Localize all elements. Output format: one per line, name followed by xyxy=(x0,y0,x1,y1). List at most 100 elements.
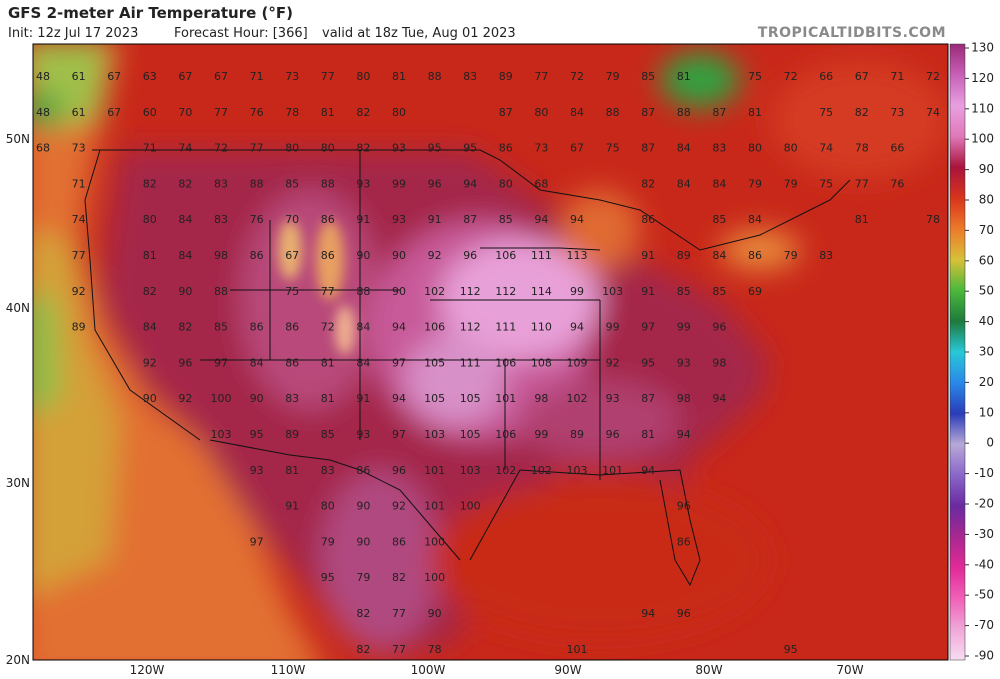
temperature-value: 105 xyxy=(424,392,445,405)
temperature-value: 73 xyxy=(72,142,86,155)
temperature-value: 100 xyxy=(460,500,481,513)
temperature-value: 80 xyxy=(321,500,335,513)
temperature-value: 94 xyxy=(392,321,406,334)
colorbar-label: 90 xyxy=(979,162,994,176)
temperature-value: 63 xyxy=(143,70,157,83)
temperature-value: 105 xyxy=(460,392,481,405)
temperature-value: 90 xyxy=(356,535,370,548)
temperature-value: 86 xyxy=(641,213,655,226)
temperature-value: 99 xyxy=(392,177,406,190)
temperature-value: 81 xyxy=(143,249,157,262)
forecast-hour: Forecast Hour: [366] xyxy=(174,26,308,41)
temperature-value: 85 xyxy=(712,285,726,298)
temperature-value: 81 xyxy=(321,356,335,369)
temperature-value: 91 xyxy=(356,213,370,226)
temperature-value: 97 xyxy=(214,356,228,369)
temperature-value: 60 xyxy=(143,106,157,119)
temperature-value: 86 xyxy=(392,535,406,548)
temperature-value: 78 xyxy=(428,643,442,656)
longitude-label: 80W xyxy=(695,663,722,677)
temperature-value: 92 xyxy=(428,249,442,262)
temperature-value: 84 xyxy=(356,356,370,369)
temperature-value: 88 xyxy=(250,177,264,190)
temperature-value: 72 xyxy=(784,70,798,83)
temperature-value: 82 xyxy=(356,106,370,119)
temperature-value: 89 xyxy=(570,428,584,441)
temperature-value: 80 xyxy=(392,106,406,119)
temperature-value: 87 xyxy=(463,213,477,226)
temperature-value: 96 xyxy=(392,464,406,477)
temperature-value: 91 xyxy=(285,500,299,513)
temperature-value: 80 xyxy=(356,70,370,83)
temperature-value: 106 xyxy=(495,356,516,369)
temperature-value: 100 xyxy=(424,535,445,548)
temperature-value: 88 xyxy=(214,285,228,298)
temperature-value: 85 xyxy=(285,177,299,190)
colorbar-label: 130 xyxy=(971,41,994,55)
temperature-value: 76 xyxy=(250,106,264,119)
temperature-value: 81 xyxy=(855,213,869,226)
temperature-value: 85 xyxy=(641,70,655,83)
temperature-value: 112 xyxy=(460,321,481,334)
colorbar-label: -20 xyxy=(974,497,994,511)
temperature-value: 87 xyxy=(641,106,655,119)
temperature-value: 82 xyxy=(392,571,406,584)
temperature-value: 77 xyxy=(392,643,406,656)
temperature-value: 101 xyxy=(424,464,445,477)
temperature-value: 102 xyxy=(567,392,588,405)
temperature-value: 92 xyxy=(606,356,620,369)
temperature-value: 81 xyxy=(392,70,406,83)
temperature-value: 82 xyxy=(178,177,192,190)
temperature-value: 105 xyxy=(460,428,481,441)
temperature-value: 93 xyxy=(250,464,264,477)
temperature-value: 111 xyxy=(460,356,481,369)
temperature-value: 76 xyxy=(250,213,264,226)
temperature-value: 94 xyxy=(641,464,655,477)
temperature-value: 91 xyxy=(641,249,655,262)
temperature-value: 87 xyxy=(641,392,655,405)
temperature-value: 95 xyxy=(784,643,798,656)
temperature-value: 74 xyxy=(178,142,192,155)
map-frame xyxy=(32,43,949,661)
temperature-value: 91 xyxy=(428,213,442,226)
temperature-value: 106 xyxy=(424,321,445,334)
temperature-value: 84 xyxy=(712,177,726,190)
colorbar-label: 80 xyxy=(979,193,994,207)
temperature-value: 109 xyxy=(567,356,588,369)
temperature-value: 110 xyxy=(531,321,552,334)
temperature-value: 80 xyxy=(143,213,157,226)
temperature-value: 84 xyxy=(677,177,691,190)
temperature-value: 83 xyxy=(463,70,477,83)
temperature-value: 80 xyxy=(534,106,548,119)
latitude-label: 30N xyxy=(6,476,30,490)
temperature-value: 96 xyxy=(463,249,477,262)
temperature-value: 89 xyxy=(285,428,299,441)
colorbar-label: -40 xyxy=(974,557,994,571)
temperature-value: 106 xyxy=(495,249,516,262)
temperature-value: 72 xyxy=(570,70,584,83)
temperature-value: 77 xyxy=(855,177,869,190)
temperature-value: 99 xyxy=(606,321,620,334)
temperature-value: 91 xyxy=(356,392,370,405)
temperature-value: 76 xyxy=(890,177,904,190)
temperature-value: 99 xyxy=(570,285,584,298)
colorbar-label: -10 xyxy=(974,466,994,480)
temperature-value: 86 xyxy=(748,249,762,262)
temperature-value: 95 xyxy=(641,356,655,369)
temperature-value: 90 xyxy=(392,285,406,298)
colorbar-label: 40 xyxy=(979,314,994,328)
temperature-value: 95 xyxy=(250,428,264,441)
temperature-value: 83 xyxy=(321,464,335,477)
temperature-value: 67 xyxy=(570,142,584,155)
temperature-value: 82 xyxy=(855,106,869,119)
temperature-value: 80 xyxy=(748,142,762,155)
temperature-value: 105 xyxy=(424,356,445,369)
temperature-value: 93 xyxy=(356,428,370,441)
colorbar-label: 0 xyxy=(986,436,994,450)
temperature-value: 101 xyxy=(495,392,516,405)
temperature-value: 80 xyxy=(285,142,299,155)
temperature-value: 75 xyxy=(606,142,620,155)
temperature-value: 96 xyxy=(677,607,691,620)
temperature-value: 111 xyxy=(531,249,552,262)
temperature-value: 94 xyxy=(570,321,584,334)
